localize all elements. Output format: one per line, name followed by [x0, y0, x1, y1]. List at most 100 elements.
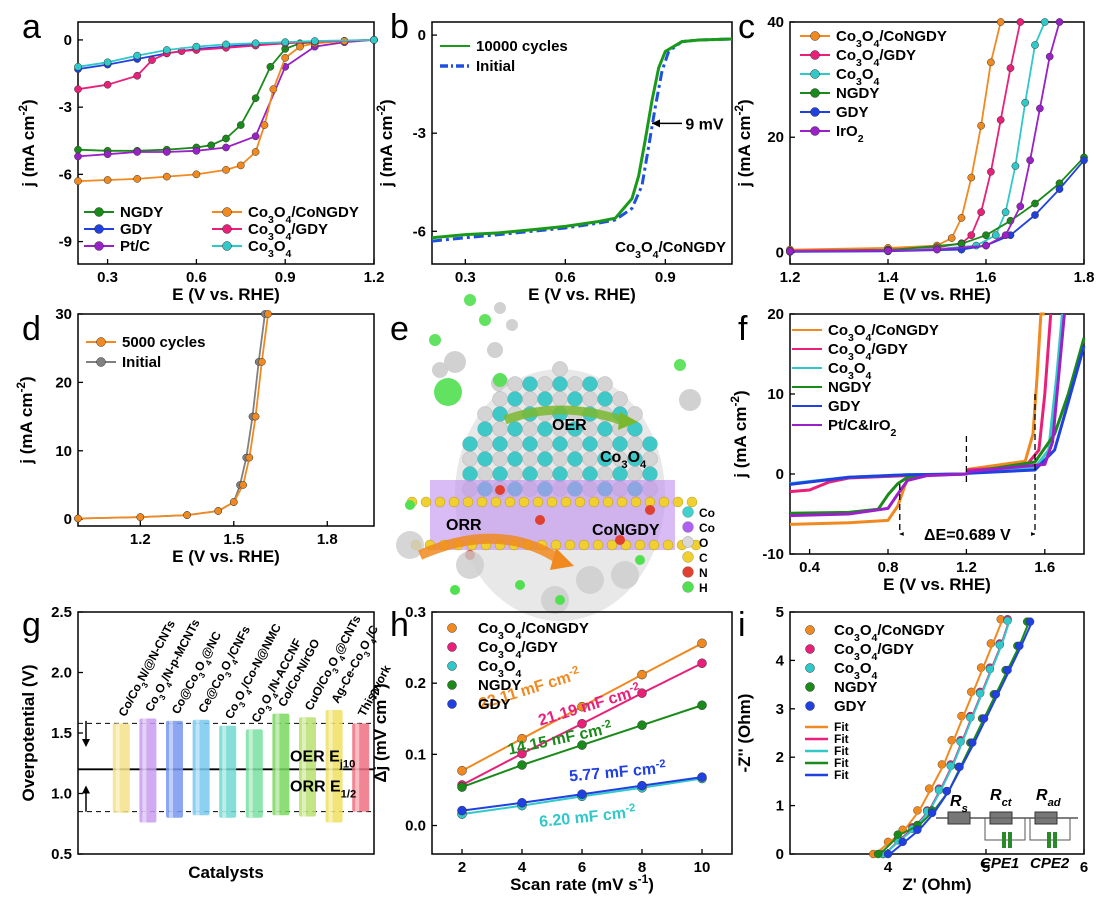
overpotential-bar — [219, 725, 237, 818]
atom-sphere — [492, 436, 508, 452]
y-axis-label: Δj (mV cm-2) — [368, 683, 390, 782]
series-line-GDY — [789, 159, 1085, 253]
data-point — [133, 175, 142, 183]
series-line-NGDY — [789, 156, 1085, 253]
series-line-IrO2 — [789, 21, 1061, 253]
legend-marker — [447, 699, 457, 709]
y-tick-label: 0.5 — [51, 846, 72, 863]
x-tick-label: 4 — [884, 859, 893, 876]
x-tick-label: 4 — [518, 859, 527, 876]
data-point — [987, 167, 995, 176]
y-axis-label: j (mA cm-2) — [374, 99, 396, 187]
x-tick-label: 1.2 — [130, 531, 151, 548]
bar-highlight — [195, 719, 200, 816]
molecule-sphere — [506, 319, 518, 331]
x-tick-label: 1.6 — [976, 269, 997, 286]
axes-frame — [431, 21, 733, 265]
data-point — [1055, 185, 1064, 193]
data-point — [637, 720, 647, 730]
data-point — [1040, 18, 1049, 26]
y-axis-label: j (mA cm-2) — [732, 99, 754, 187]
atom-sphere — [597, 466, 613, 482]
data-point — [697, 638, 707, 649]
panel-letter-g: g — [22, 606, 41, 644]
nitrogen-atom — [615, 535, 625, 545]
data-point — [927, 808, 937, 818]
series-line-5000 cycles — [77, 313, 269, 520]
data-point — [251, 39, 260, 48]
hydrogen-atom — [405, 500, 415, 510]
y-axis-label: j (mA cm-2) — [14, 376, 36, 464]
data-point — [133, 148, 142, 156]
molecule-sphere — [487, 342, 503, 358]
data-point — [236, 121, 245, 129]
atom-sphere — [462, 436, 478, 452]
series-line-Pt/C&IrO2 — [789, 313, 1066, 518]
panel-letter-c: c — [738, 8, 755, 46]
atom-sphere — [507, 376, 523, 392]
x-tick-label: 0.4 — [799, 559, 821, 576]
y-tick-label: 0 — [64, 32, 72, 49]
molecule-sphere — [674, 359, 686, 371]
panel-letter-h: h — [390, 606, 409, 644]
legend-label: GDY — [834, 698, 867, 715]
legend-label: Co3O4 — [828, 360, 872, 382]
data-point — [874, 849, 883, 859]
carbon-atom — [630, 496, 642, 508]
bar-highlight — [275, 713, 280, 816]
data-point — [991, 231, 1000, 240]
legend-label: Initial — [122, 354, 161, 371]
atom-legend-marker — [682, 506, 694, 518]
y-tick-label: 2.5 — [51, 604, 72, 621]
y-tick-label: 0 — [776, 466, 784, 483]
data-point — [1011, 162, 1020, 170]
data-point — [884, 246, 892, 255]
atom-sphere — [462, 451, 478, 467]
y-tick-label: 20 — [767, 129, 784, 146]
x-tick-label: 1.2 — [364, 269, 385, 286]
legend-marker — [222, 207, 232, 217]
legend-label: Initial — [476, 58, 515, 75]
nitrogen-atom — [535, 515, 545, 525]
series-line-Co3O4 — [789, 21, 1046, 253]
panel-c: 1.2 1.4 1.6 1.8 0 20 40 E (V vs. RHE) j (mA cm-2… — [732, 14, 1094, 304]
oxygen-molecule — [396, 531, 424, 559]
delta-e-label-bg — [903, 524, 1032, 544]
data-point — [996, 116, 1005, 124]
fit-legend-label: Fit — [834, 768, 849, 782]
data-point — [260, 121, 269, 129]
y-tick-label: 1 — [776, 798, 784, 815]
overpotential-bar — [112, 723, 130, 813]
carbon-atom — [504, 496, 516, 508]
x-tick-label: 1.5 — [223, 531, 244, 548]
data-point — [947, 234, 956, 242]
delta-e-label: ΔE=0.689 V — [924, 527, 1011, 544]
legend-marker — [805, 663, 815, 673]
carbon-atom — [564, 539, 576, 551]
overpotential-bar — [272, 713, 290, 816]
overpotential-bar — [245, 729, 263, 818]
panel-d: 1.2 1.5 1.8 0 10 20 30 E (V vs. RHE) j (mA cm-2)… — [14, 306, 375, 566]
atom-sphere — [567, 466, 583, 482]
data-point — [222, 143, 230, 152]
carbon-atom — [672, 496, 684, 508]
hydrogen-atom — [450, 585, 460, 595]
data-point — [74, 145, 82, 154]
oer-arrow — [503, 405, 622, 425]
atom-sphere — [492, 466, 508, 482]
atom-sphere — [477, 466, 493, 482]
panel-letter-d: d — [22, 310, 41, 348]
data-point — [162, 46, 171, 54]
data-point — [74, 85, 82, 94]
data-point — [1026, 156, 1034, 165]
atom-sphere — [522, 391, 538, 407]
carbon-atom — [574, 496, 586, 508]
x-axis-label: E (V vs. RHE) — [172, 285, 280, 304]
data-point — [517, 733, 527, 744]
legend-marker — [805, 625, 815, 635]
panel-letter-a: a — [22, 8, 41, 46]
molecule-sphere — [479, 314, 491, 326]
data-point — [74, 152, 82, 161]
